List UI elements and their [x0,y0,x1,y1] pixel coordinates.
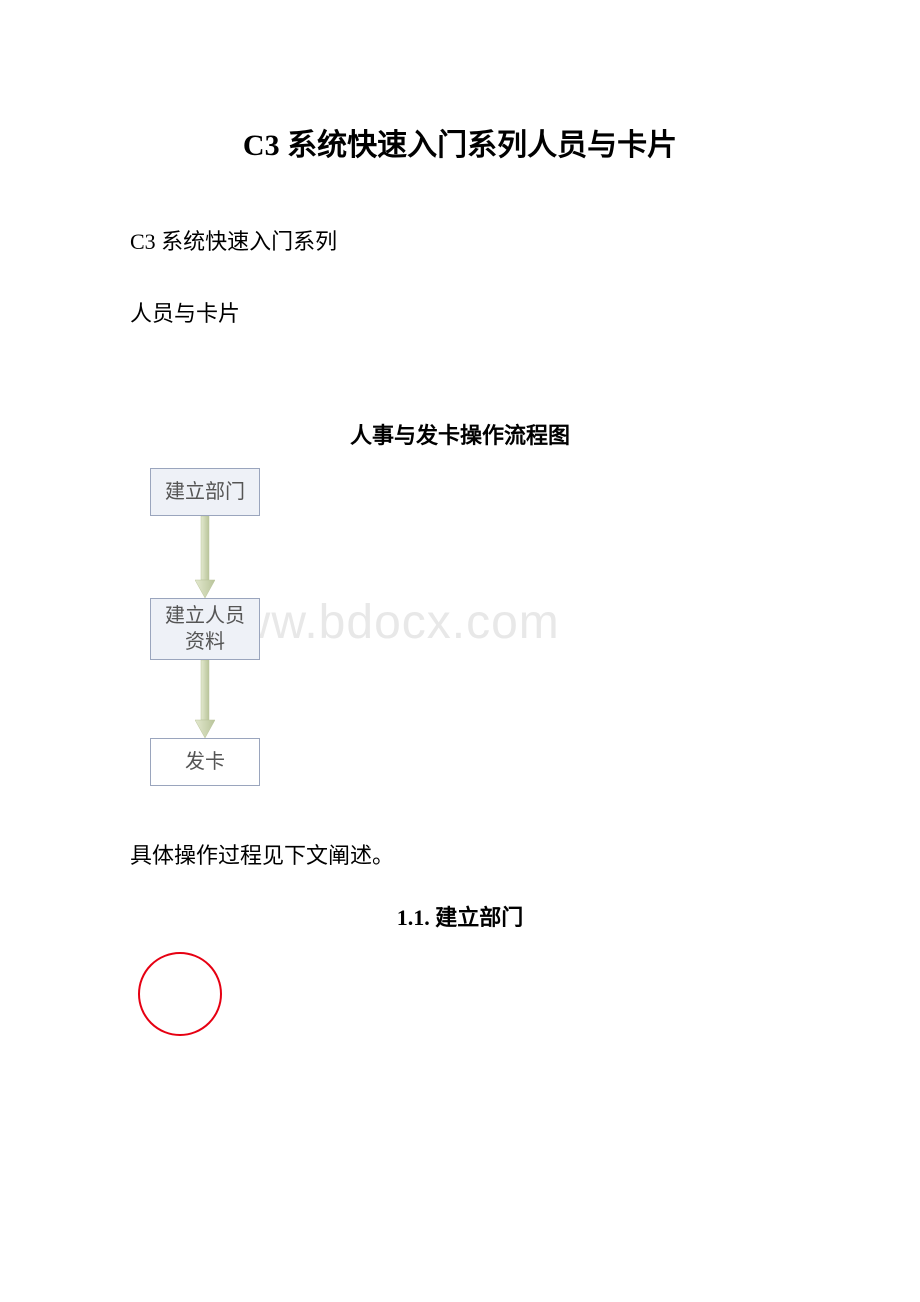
flowchart-title: 人事与发卡操作流程图 [130,418,790,450]
subtitle-topic: 人员与卡片 [130,296,790,328]
document-title: C3 系统快速入门系列人员与卡片 [130,120,790,164]
subtitle-series: C3 系统快速入门系列 [130,224,790,256]
red-circle-annotation [138,952,222,1036]
flow-arrow-1 [195,660,215,738]
flow-arrow-0 [195,516,215,598]
flow-node-0: 建立部门 [150,468,260,516]
body-paragraph: 具体操作过程见下文阐述。 [130,838,790,870]
flow-node-1: 建立人员 资料 [150,598,260,660]
flowchart-container: 建立部门建立人员 资料发卡 [140,468,280,788]
section-heading-1-1: 1.1. 建立部门 [130,900,790,932]
flow-node-2: 发卡 [150,738,260,786]
